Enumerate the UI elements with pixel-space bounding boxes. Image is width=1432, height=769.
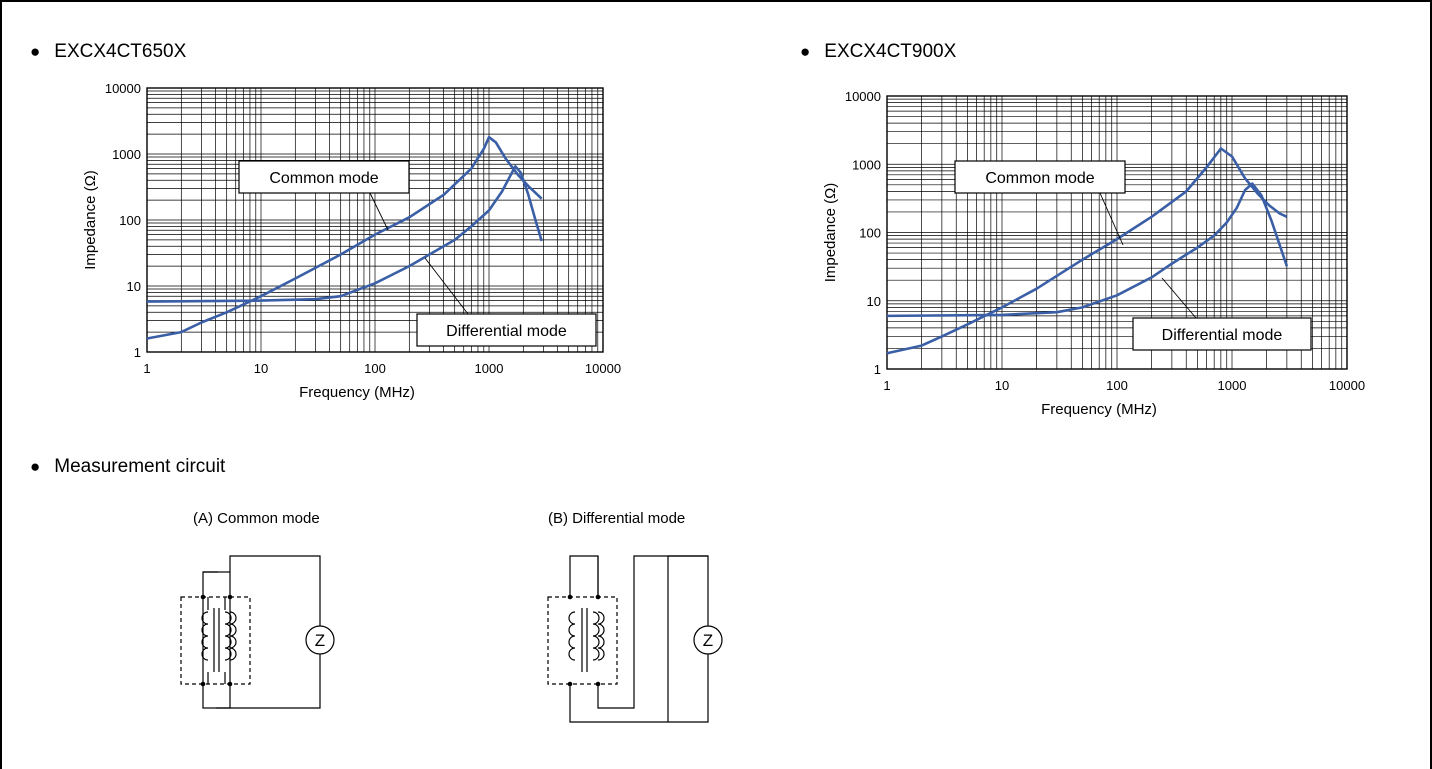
chart-1: 1 10 100 1000 10000 1 10 100 1000 10000 Frequency … [82,81,621,401]
circuit-heading-text: Measurement circuit [54,456,226,477]
y-tick-label: 100 [859,226,881,241]
callout-label: Common mode [269,170,378,187]
y-tick-label: 1 [134,345,141,360]
callout-box [416,313,597,347]
y-tick-label: 1000 [112,147,141,162]
y-tick-label: 10000 [105,81,141,96]
y-tick-label: 1 [874,362,881,377]
y-axis-label: Impedance (Ω) [822,183,839,283]
callout-label: Differential mode [1162,327,1283,344]
plot-frame [886,95,1348,370]
y-tick-label: 100 [119,213,141,228]
x-axis-label: Frequency (MHz) [1041,401,1157,418]
callout-leader [424,257,469,315]
series-line-differential-mode [146,165,543,303]
x-tick-label: 1 [143,361,150,376]
grid [146,88,603,353]
x-tick-label: 1000 [475,361,504,376]
grid [886,96,1347,370]
x-tick-label: 100 [1106,378,1128,393]
series-line-differential-mode [886,182,1289,318]
chart2-heading: ● EXCX4CT900X [800,41,956,63]
plot-frame [146,87,604,353]
circuit-heading: ● Measurement circuit [30,456,225,478]
callout-leader [1099,192,1124,246]
callout-box [1132,317,1312,351]
x-tick-label: 100 [364,361,386,376]
callout-leader [369,192,389,231]
chart-2: 1 10 100 1000 10000 1 10 100 1000 10000 Frequency … [822,89,1365,418]
x-tick-label: 1000 [1218,378,1247,393]
bullet-icon: ● [30,457,41,476]
callout-box [954,160,1126,194]
series-line-common-mode [886,147,1288,355]
series-line-common-mode [146,135,543,340]
x-tick-label: 10 [995,378,1009,393]
chart1-heading: ● EXCX4CT650X [30,41,186,63]
bullet-icon: ● [30,42,41,61]
x-tick-label: 1 [883,378,890,393]
y-tick-label: 1000 [852,157,881,172]
y-tick-label: 10 [867,294,881,309]
callout-box [238,160,410,194]
callout-leader [1161,277,1197,319]
chart1-heading-text: EXCX4CT650X [54,41,187,62]
chart2-heading-text: EXCX4CT900X [824,41,957,62]
x-axis-label: Frequency (MHz) [299,384,415,401]
y-tick-label: 10 [127,279,141,294]
callout-label: Common mode [985,170,1094,187]
y-axis-label: Impedance (Ω) [82,170,99,270]
x-tick-label: 10000 [1329,378,1365,393]
callout-label: Differential mode [446,323,567,340]
y-tick-label: 10000 [845,89,881,104]
bullet-icon: ● [800,42,811,61]
x-tick-label: 10000 [585,361,621,376]
x-tick-label: 10 [254,361,268,376]
